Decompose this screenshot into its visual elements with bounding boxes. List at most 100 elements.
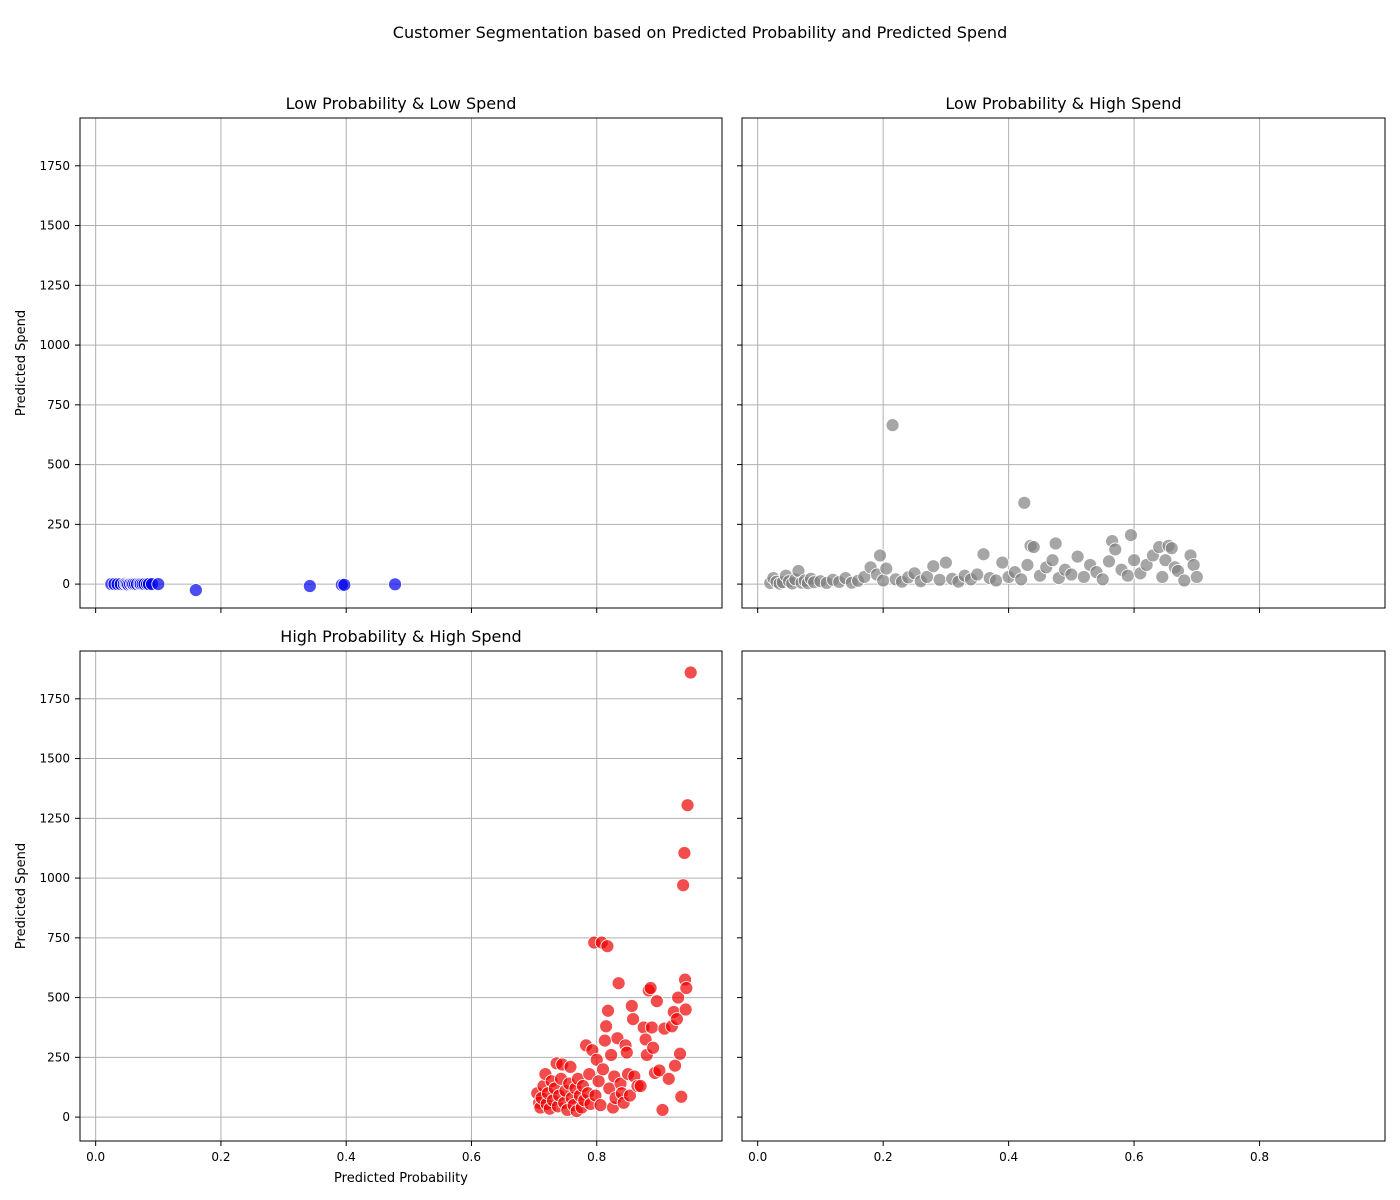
- scatter-point: [873, 548, 887, 563]
- y-tick-label: 750: [47, 931, 70, 945]
- scatter-point: [1014, 572, 1029, 587]
- y-tick-label: 750: [47, 398, 70, 412]
- scatter-point: [646, 1040, 661, 1055]
- scatter-point: [626, 1012, 640, 1026]
- scatter-point: [582, 1067, 597, 1081]
- scatter-point: [624, 999, 639, 1013]
- scatter-point: [619, 1045, 634, 1060]
- scatter-point: [1095, 572, 1110, 587]
- scatter-point: [337, 577, 352, 592]
- scatter-point: [683, 665, 698, 680]
- scatter-point: [970, 567, 985, 582]
- scatter-point: [593, 1098, 608, 1113]
- plot-frame: [79, 650, 723, 1142]
- y-tick-label: 1250: [39, 278, 70, 292]
- scatter-points: [763, 418, 1204, 591]
- x-tick-label: 0.6: [462, 1150, 481, 1164]
- scatter-point: [563, 1060, 578, 1074]
- scatter-point: [1070, 549, 1085, 564]
- scatter-point: [673, 1046, 687, 1061]
- scatter-point: [876, 573, 891, 588]
- scatter-point: [680, 798, 695, 813]
- scatter-point: [589, 1052, 604, 1067]
- panel-high-probability-high-spend: 0.0 0.2 0.4 0.6 0.8 0 250 500 750 1000 1250 1500 175…: [14, 627, 723, 1186]
- scatter-point: [989, 573, 1003, 588]
- panel-title: High Probability & High Spend: [280, 627, 521, 646]
- plot-frame: [741, 117, 1386, 609]
- scatter-point: [671, 990, 686, 1005]
- scatter-point: [679, 981, 694, 995]
- scatter-point: [644, 1020, 659, 1035]
- panel-low-probability-low-spend: 0 250 500 750 1000 1250 1500 1750 Low Probabilit…: [14, 94, 723, 613]
- figure-title: Customer Segmentation based on Predicted…: [393, 23, 1007, 42]
- scatter-point: [597, 1033, 612, 1048]
- scatter-points: [104, 576, 402, 597]
- x-axis-label: Predicted Probability: [334, 1171, 468, 1186]
- scatter-point: [188, 583, 203, 597]
- scatter-point: [1124, 528, 1138, 542]
- scatter-point: [1155, 570, 1170, 584]
- x-tick-label: 0.8: [1250, 1150, 1269, 1164]
- scatter-point: [600, 939, 615, 954]
- y-tick-label: 1750: [39, 159, 70, 173]
- y-tick-label: 250: [47, 517, 70, 531]
- panel-low-probability-high-spend: Low Probability & High Spend: [737, 94, 1386, 613]
- y-tick-label: 500: [47, 458, 70, 472]
- y-tick-label: 0: [62, 577, 70, 591]
- scatter-point: [1108, 542, 1123, 557]
- scatter-point: [1026, 540, 1041, 554]
- plot-frame: [79, 117, 723, 609]
- scatter-point: [623, 1088, 637, 1103]
- scatter-point: [643, 981, 658, 995]
- scatter-point: [1045, 553, 1060, 568]
- scatter-point: [995, 555, 1010, 570]
- y-tick-label: 1000: [39, 338, 70, 352]
- y-tick-label: 1500: [39, 219, 70, 233]
- y-tick-label: 1750: [39, 692, 70, 706]
- scatter-point: [661, 1071, 676, 1086]
- scatter-point: [655, 1103, 670, 1117]
- scatter-point: [1139, 558, 1154, 572]
- scatter-points: [530, 665, 698, 1119]
- scatter-point: [633, 1079, 648, 1093]
- x-tick-label: 0.4: [337, 1150, 356, 1164]
- scatter-point: [674, 1089, 689, 1104]
- scatter-point: [1171, 564, 1185, 578]
- y-tick-label: 1000: [39, 871, 70, 885]
- scatter-point: [302, 579, 317, 593]
- scatter-point: [388, 577, 402, 592]
- scatter-point: [668, 1058, 682, 1073]
- x-tick-label: 0.8: [587, 1150, 606, 1164]
- scatter-point: [649, 994, 664, 1009]
- y-tick-label: 250: [47, 1050, 70, 1064]
- scatter-point: [1158, 553, 1173, 568]
- scatter-point: [1189, 570, 1204, 584]
- scatter-point: [601, 1003, 615, 1018]
- scatter-point: [1164, 541, 1179, 556]
- scatter-point: [976, 547, 991, 562]
- scatter-point: [652, 1063, 667, 1078]
- x-tick-label: 0.2: [874, 1150, 893, 1164]
- y-axis-label: Predicted Spend: [14, 843, 29, 949]
- scatter-point: [591, 1074, 606, 1089]
- scatter-point: [678, 1002, 693, 1017]
- scatter-point: [1064, 567, 1079, 582]
- scatter-point: [1076, 570, 1091, 584]
- scatter-point: [879, 561, 894, 576]
- scatter-point: [676, 878, 691, 893]
- panel-title: Low Probability & Low Spend: [286, 94, 517, 113]
- scatter-point: [151, 577, 166, 591]
- x-tick-label: 0.6: [1125, 1150, 1144, 1164]
- panel-empty: 0.0 0.2 0.4 0.6 0.8: [737, 650, 1386, 1164]
- scatter-point: [885, 418, 900, 433]
- scatter-point: [1017, 495, 1032, 510]
- scatter-point: [670, 1012, 684, 1026]
- scatter-point: [938, 555, 953, 570]
- y-tick-label: 1250: [39, 811, 70, 825]
- y-axis-label: Predicted Spend: [14, 310, 29, 416]
- x-tick-label: 0.0: [86, 1150, 105, 1164]
- x-tick-label: 0.2: [211, 1150, 230, 1164]
- scatter-point: [1186, 558, 1201, 572]
- scatter-point: [932, 572, 947, 587]
